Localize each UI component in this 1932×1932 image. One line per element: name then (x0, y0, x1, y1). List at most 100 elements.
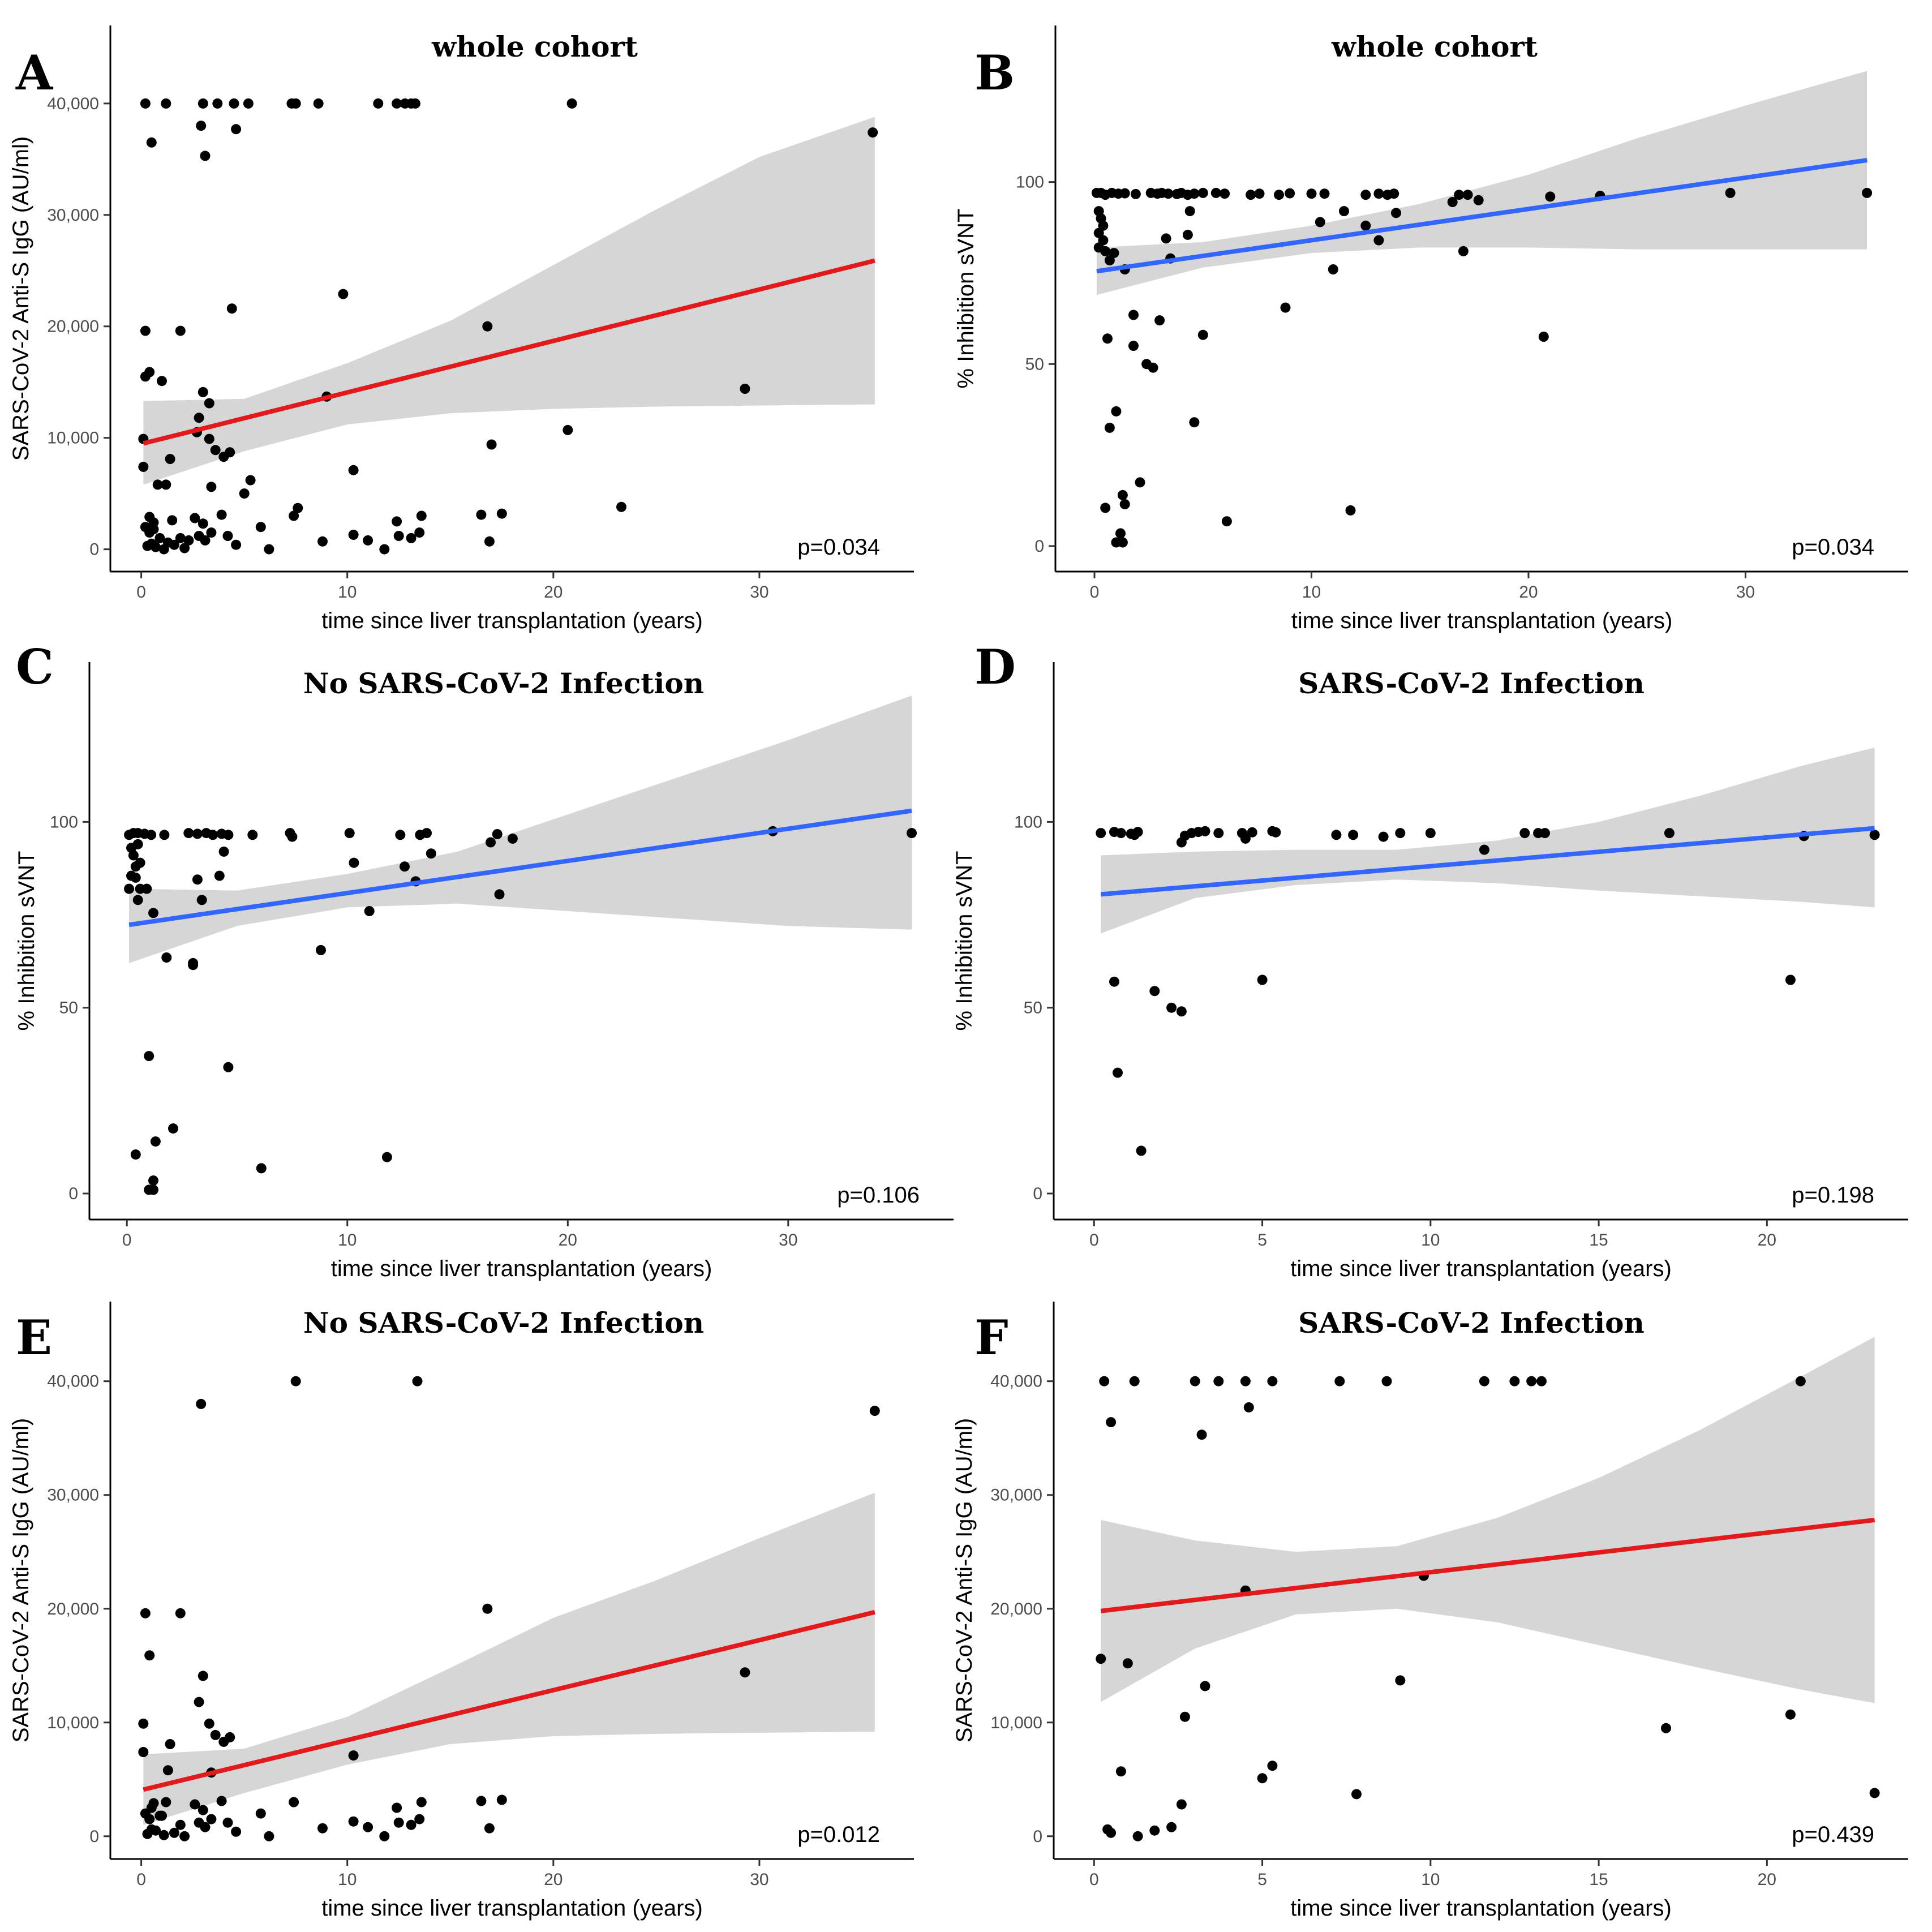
data-point (158, 1830, 169, 1840)
y-tick-label: 40,000 (47, 95, 99, 113)
data-point (140, 325, 151, 336)
data-point (1240, 833, 1251, 844)
data-point (1115, 1766, 1126, 1777)
data-point (1109, 976, 1119, 987)
data-point (1869, 830, 1880, 840)
data-point (393, 531, 404, 541)
regression-line (1100, 826, 1875, 897)
data-point (1373, 235, 1384, 246)
data-point (1240, 1376, 1251, 1386)
regression-line (1100, 1517, 1875, 1613)
y-axis-label: % Inhibition sVNT (14, 851, 39, 1031)
data-point (1243, 1402, 1254, 1412)
data-point (1257, 1773, 1268, 1784)
data-point (1545, 191, 1556, 202)
data-point (287, 831, 298, 842)
data-point (1184, 206, 1195, 217)
data-point (1128, 310, 1139, 320)
data-point (226, 303, 237, 314)
data-point (868, 127, 878, 138)
panel-d: D SARS-CoV-2 Infection 0 5 10 15 20 0 50 100 time … (952, 639, 1908, 1281)
data-point (1102, 333, 1113, 344)
data-point (393, 1817, 404, 1828)
data-point (1135, 477, 1145, 488)
data-point (364, 906, 375, 916)
data-point (1447, 197, 1458, 207)
x-tick-label: 0 (1089, 1231, 1099, 1250)
data-point (264, 1831, 274, 1841)
regression-line (1096, 158, 1867, 274)
data-point (130, 1149, 141, 1160)
data-point (157, 376, 167, 387)
x-tick-label: 20 (559, 1231, 577, 1250)
data-point (148, 1184, 158, 1195)
data-point (175, 533, 186, 543)
panel-letter: B (974, 45, 1015, 101)
data-point (482, 1603, 493, 1614)
data-point (1197, 329, 1208, 340)
data-point (1540, 828, 1550, 839)
data-point (1149, 1825, 1160, 1836)
data-point (1093, 242, 1104, 253)
data-point (255, 522, 266, 533)
data-point (1664, 828, 1675, 839)
data-point (1257, 974, 1268, 985)
data-point (395, 830, 406, 840)
data-point (141, 883, 152, 894)
data-point (140, 371, 151, 382)
data-point (422, 828, 432, 839)
x-tick-label: 15 (1589, 1870, 1608, 1889)
y-tick-label: 20,000 (47, 1600, 99, 1618)
data-point (1117, 490, 1128, 500)
data-point (1473, 195, 1484, 205)
data-point (216, 509, 227, 520)
data-point (1785, 974, 1796, 985)
x-axis-label: time since liver transplantation (years) (1291, 608, 1673, 633)
data-point (1351, 1789, 1362, 1800)
data-point (1381, 1376, 1392, 1386)
data-point (363, 1822, 373, 1832)
panel-letter: C (16, 639, 54, 695)
data-point (1122, 1658, 1133, 1669)
confidence-band (1101, 748, 1875, 934)
data-point (1132, 827, 1143, 838)
data-point (124, 883, 135, 894)
data-point (1479, 844, 1489, 855)
data-point (196, 895, 207, 905)
data-point (175, 1608, 186, 1618)
panel-letter: E (16, 1310, 52, 1366)
panel-title: SARS-CoV-2 Infection (1298, 1306, 1645, 1339)
y-tick-label: 30,000 (990, 1486, 1042, 1505)
data-point (179, 543, 190, 553)
y-tick-label: 100 (1014, 813, 1042, 831)
data-point (222, 1817, 233, 1828)
data-point (192, 828, 203, 839)
confidence-band (143, 117, 875, 485)
data-point (1267, 1376, 1278, 1386)
data-point (1345, 505, 1356, 516)
data-point (132, 839, 143, 849)
data-point (290, 1376, 301, 1386)
y-tick-label: 30,000 (47, 1486, 99, 1505)
y-tick-label: 0 (1033, 1827, 1042, 1846)
data-point (414, 527, 425, 538)
data-point (507, 833, 518, 844)
data-point (218, 1736, 229, 1747)
x-tick-label: 10 (338, 1231, 357, 1250)
data-point (406, 1819, 417, 1830)
data-point (1319, 188, 1330, 199)
x-axis-label: time since liver transplantation (years) (321, 1896, 703, 1921)
x-tick-label: 20 (1758, 1870, 1776, 1889)
data-point (1425, 828, 1436, 839)
data-point (1148, 362, 1158, 373)
data-point (1096, 1654, 1106, 1664)
data-point (400, 861, 410, 872)
panel-title: No SARS-CoV-2 Infection (303, 667, 704, 700)
data-point (1360, 220, 1371, 231)
data-point (194, 1697, 204, 1707)
data-point (348, 1816, 359, 1827)
y-tick-label: 40,000 (990, 1372, 1042, 1391)
confidence-band (143, 1492, 875, 1825)
x-tick-label: 0 (122, 1231, 132, 1250)
